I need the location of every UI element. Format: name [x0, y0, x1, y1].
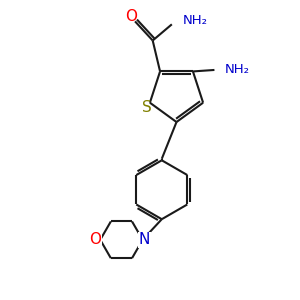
- Text: O: O: [89, 232, 101, 247]
- Text: N: N: [138, 232, 150, 247]
- Text: NH₂: NH₂: [183, 14, 208, 27]
- Text: O: O: [125, 10, 137, 25]
- Text: S: S: [142, 100, 152, 116]
- Text: NH₂: NH₂: [224, 64, 249, 76]
